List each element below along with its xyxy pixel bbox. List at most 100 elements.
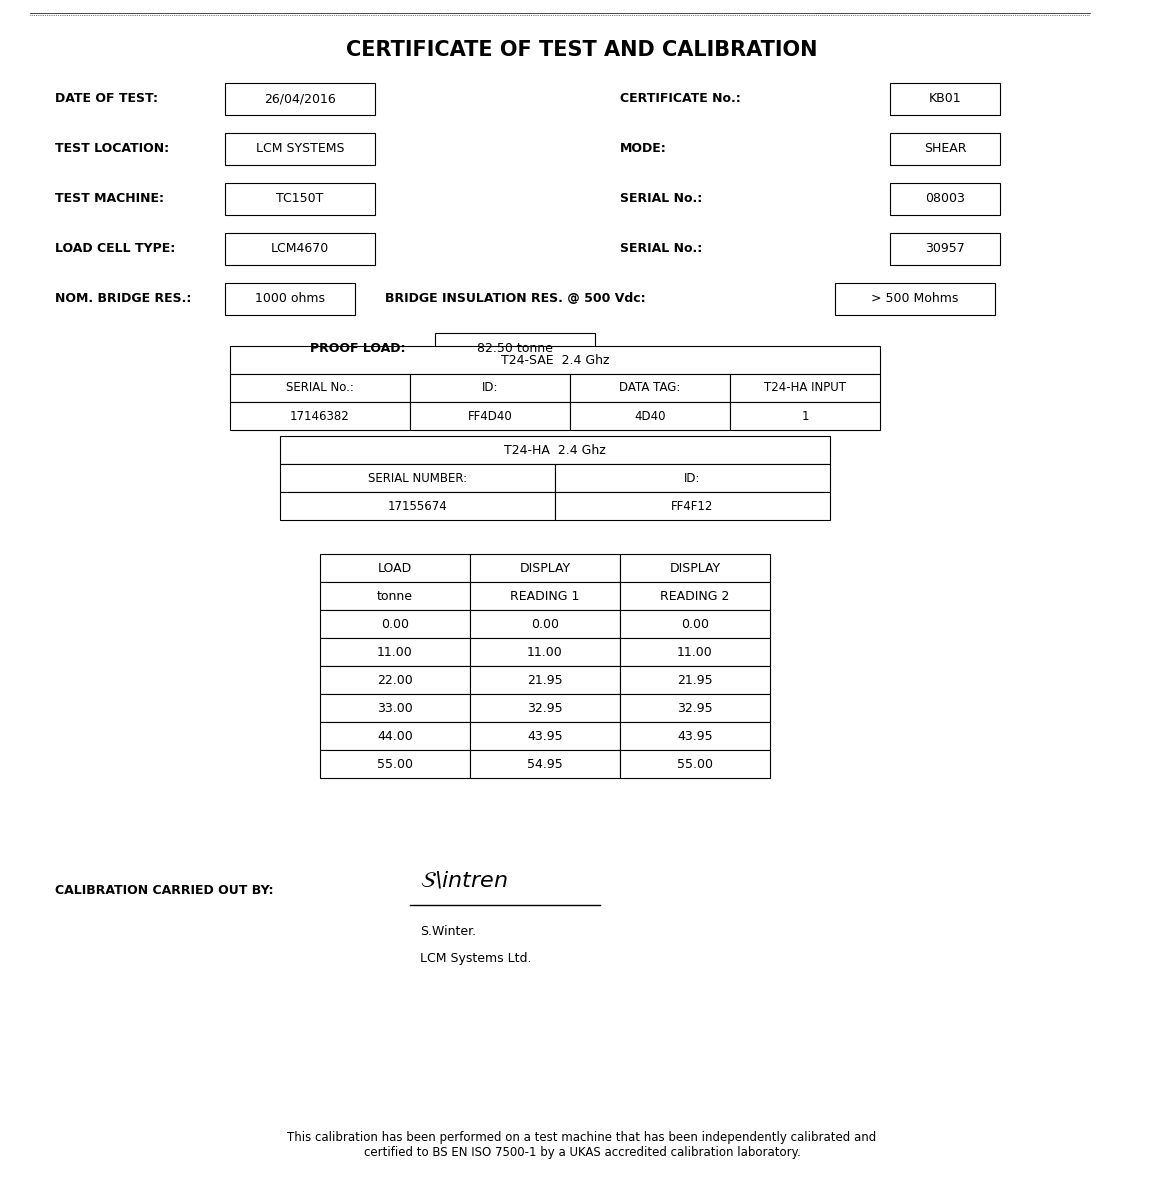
Bar <box>620 694 771 722</box>
Bar <box>410 402 570 430</box>
Bar <box>281 492 555 520</box>
Bar <box>470 666 620 694</box>
Text: 30957: 30957 <box>925 242 965 256</box>
Text: 0.00: 0.00 <box>531 618 559 630</box>
FancyBboxPatch shape <box>890 83 1000 115</box>
Text: 1: 1 <box>801 409 809 422</box>
Bar <box>320 554 470 582</box>
Bar <box>281 464 555 492</box>
Text: SERIAL NUMBER:: SERIAL NUMBER: <box>368 472 467 485</box>
Text: 0.00: 0.00 <box>381 618 409 630</box>
Text: 33.00: 33.00 <box>377 702 413 714</box>
Bar <box>230 374 410 402</box>
FancyBboxPatch shape <box>225 283 355 314</box>
Bar <box>620 666 771 694</box>
Bar <box>320 582 470 610</box>
Text: 55.00: 55.00 <box>377 757 413 770</box>
Bar <box>620 638 771 666</box>
Text: 54.95: 54.95 <box>527 757 563 770</box>
Text: 17146382: 17146382 <box>290 409 350 422</box>
Text: 11.00: 11.00 <box>677 646 712 659</box>
Text: 17155674: 17155674 <box>388 499 447 512</box>
Text: ID:: ID: <box>482 382 498 395</box>
Text: READING 2: READING 2 <box>660 589 730 602</box>
Text: 44.00: 44.00 <box>377 730 413 743</box>
Bar <box>320 638 470 666</box>
Text: SHEAR: SHEAR <box>924 143 966 156</box>
Text: 26/04/2016: 26/04/2016 <box>264 92 336 106</box>
Bar <box>470 582 620 610</box>
Text: This calibration has been performed on a test machine that has been independentl: This calibration has been performed on a… <box>288 1130 876 1159</box>
Bar <box>620 750 771 778</box>
Text: TEST LOCATION:: TEST LOCATION: <box>55 143 169 156</box>
Text: 11.00: 11.00 <box>377 646 413 659</box>
Bar <box>620 610 771 638</box>
Text: CALIBRATION CARRIED OUT BY:: CALIBRATION CARRIED OUT BY: <box>55 883 274 896</box>
Text: > 500 Mohms: > 500 Mohms <box>872 293 959 306</box>
Bar <box>281 436 830 464</box>
Text: 32.95: 32.95 <box>677 702 712 714</box>
Bar <box>320 666 470 694</box>
Text: NOM. BRIDGE RES.:: NOM. BRIDGE RES.: <box>55 293 191 306</box>
Text: TEST MACHINE:: TEST MACHINE: <box>55 192 164 205</box>
Bar <box>730 402 880 430</box>
Bar <box>570 402 730 430</box>
Text: 08003: 08003 <box>925 192 965 205</box>
Text: 0.00: 0.00 <box>681 618 709 630</box>
Text: TC150T: TC150T <box>276 192 324 205</box>
Text: 43.95: 43.95 <box>677 730 712 743</box>
Text: LOAD CELL TYPE:: LOAD CELL TYPE: <box>55 242 176 256</box>
Text: 21.95: 21.95 <box>677 673 712 686</box>
Text: READING 1: READING 1 <box>510 589 580 602</box>
Bar <box>620 722 771 750</box>
Text: SERIAL No.:: SERIAL No.: <box>286 382 354 395</box>
Bar <box>470 750 620 778</box>
Text: DATA TAG:: DATA TAG: <box>619 382 681 395</box>
FancyBboxPatch shape <box>225 133 375 164</box>
FancyBboxPatch shape <box>225 83 375 115</box>
Bar <box>470 722 620 750</box>
Bar <box>470 638 620 666</box>
Text: SERIAL No.:: SERIAL No.: <box>620 242 702 256</box>
Text: PROOF LOAD:: PROOF LOAD: <box>310 342 405 355</box>
Text: BRIDGE INSULATION RES. @ 500 Vdc:: BRIDGE INSULATION RES. @ 500 Vdc: <box>385 293 646 306</box>
Text: LCM4670: LCM4670 <box>271 242 329 256</box>
Text: tonne: tonne <box>377 589 413 602</box>
Text: FF4D40: FF4D40 <box>468 409 512 422</box>
Bar <box>320 722 470 750</box>
Text: 21.95: 21.95 <box>527 673 563 686</box>
Bar <box>555 464 830 492</box>
Text: 4D40: 4D40 <box>634 409 666 422</box>
Text: MODE:: MODE: <box>620 143 667 156</box>
Text: KB01: KB01 <box>929 92 961 106</box>
Text: FF4F12: FF4F12 <box>672 499 714 512</box>
Text: 22.00: 22.00 <box>377 673 413 686</box>
Bar <box>470 610 620 638</box>
Bar <box>320 610 470 638</box>
Text: 1000 ohms: 1000 ohms <box>255 293 325 306</box>
Text: T24-HA  2.4 Ghz: T24-HA 2.4 Ghz <box>504 444 606 456</box>
Text: LCM SYSTEMS: LCM SYSTEMS <box>256 143 345 156</box>
FancyBboxPatch shape <box>835 283 995 314</box>
Text: CERTIFICATE OF TEST AND CALIBRATION: CERTIFICATE OF TEST AND CALIBRATION <box>346 40 818 60</box>
Bar <box>470 554 620 582</box>
Text: DATE OF TEST:: DATE OF TEST: <box>55 92 158 106</box>
Bar <box>320 750 470 778</box>
FancyBboxPatch shape <box>225 182 375 215</box>
FancyBboxPatch shape <box>890 133 1000 164</box>
Bar <box>570 374 730 402</box>
Text: ID:: ID: <box>684 472 701 485</box>
Text: DISPLAY: DISPLAY <box>519 562 570 575</box>
Bar <box>555 492 830 520</box>
Bar <box>730 374 880 402</box>
Text: T24-HA INPUT: T24-HA INPUT <box>764 382 846 395</box>
Text: S.Winter.: S.Winter. <box>420 925 476 938</box>
FancyBboxPatch shape <box>890 182 1000 215</box>
Bar <box>230 346 880 374</box>
Bar <box>620 554 771 582</box>
Text: CERTIFICATE No.:: CERTIFICATE No.: <box>620 92 740 106</box>
Text: 32.95: 32.95 <box>527 702 563 714</box>
Text: LOAD: LOAD <box>378 562 412 575</box>
Bar <box>410 374 570 402</box>
Text: 11.00: 11.00 <box>527 646 563 659</box>
